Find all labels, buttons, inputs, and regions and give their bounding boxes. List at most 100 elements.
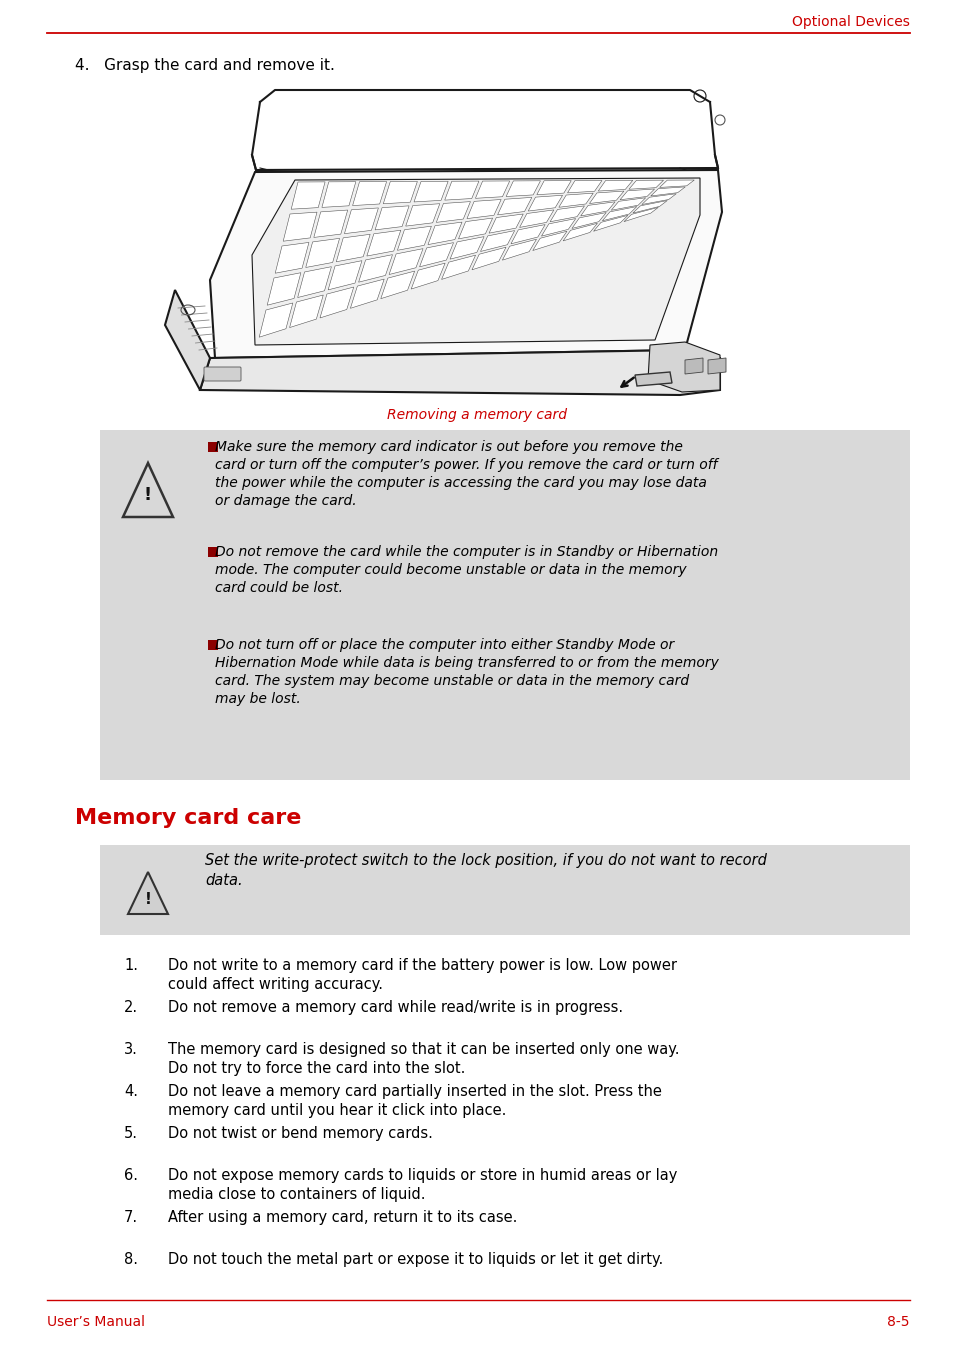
Text: 4.   Grasp the card and remove it.: 4. Grasp the card and remove it. — [75, 58, 335, 73]
Polygon shape — [321, 182, 355, 208]
Polygon shape — [450, 236, 483, 259]
Polygon shape — [344, 208, 378, 234]
Polygon shape — [414, 181, 448, 201]
Text: Do not touch the metal part or expose it to liquids or let it get dirty.: Do not touch the metal part or expose it… — [168, 1252, 662, 1267]
Polygon shape — [389, 249, 422, 274]
Polygon shape — [684, 358, 702, 374]
Text: Do not remove the card while the computer is in Standby or Hibernation
mode. The: Do not remove the card while the compute… — [214, 544, 718, 594]
Polygon shape — [593, 215, 627, 231]
Polygon shape — [441, 255, 476, 280]
Text: Do not twist or bend memory cards.: Do not twist or bend memory cards. — [168, 1125, 433, 1142]
Polygon shape — [428, 222, 461, 245]
Polygon shape — [283, 212, 316, 242]
Text: Set the write-protect switch to the lock position, if you do not want to record
: Set the write-protect switch to the lock… — [205, 852, 766, 888]
Polygon shape — [598, 180, 632, 190]
Polygon shape — [290, 295, 323, 327]
Polygon shape — [123, 463, 172, 517]
Polygon shape — [611, 197, 645, 211]
Text: 6.: 6. — [124, 1169, 138, 1183]
Polygon shape — [314, 209, 347, 238]
Text: !: ! — [145, 892, 152, 907]
Bar — [100, 844, 909, 935]
Bar — [208, 640, 218, 650]
Text: Memory card care: Memory card care — [75, 808, 301, 828]
Polygon shape — [580, 201, 615, 216]
Polygon shape — [601, 207, 637, 220]
Polygon shape — [165, 290, 210, 390]
Polygon shape — [458, 218, 492, 239]
Polygon shape — [528, 196, 562, 211]
Bar — [208, 547, 218, 557]
Polygon shape — [274, 242, 309, 273]
Polygon shape — [405, 204, 439, 226]
Polygon shape — [589, 190, 623, 204]
Text: 3.: 3. — [124, 1042, 138, 1056]
Polygon shape — [336, 234, 370, 262]
Polygon shape — [466, 200, 500, 219]
Polygon shape — [259, 303, 293, 338]
Bar — [100, 430, 909, 780]
Text: Do not expose memory cards to liquids or store in humid areas or lay
media close: Do not expose memory cards to liquids or… — [168, 1169, 677, 1202]
Text: 4.: 4. — [124, 1084, 138, 1098]
Polygon shape — [328, 261, 361, 290]
Polygon shape — [475, 181, 509, 199]
Text: 5.: 5. — [124, 1125, 138, 1142]
Polygon shape — [472, 247, 505, 270]
Text: User’s Manual: User’s Manual — [47, 1315, 145, 1329]
Polygon shape — [511, 224, 544, 243]
Polygon shape — [502, 239, 536, 261]
Polygon shape — [358, 254, 392, 282]
Polygon shape — [650, 186, 684, 196]
Polygon shape — [200, 350, 720, 394]
Polygon shape — [567, 181, 601, 193]
Text: Do not leave a memory card partially inserted in the slot. Press the
memory card: Do not leave a memory card partially ins… — [168, 1084, 661, 1119]
Polygon shape — [659, 180, 694, 188]
Text: Do not turn off or place the computer into either Standby Mode or
Hibernation Mo: Do not turn off or place the computer in… — [214, 638, 719, 705]
Text: 1.: 1. — [124, 958, 138, 973]
Text: !: ! — [144, 486, 152, 504]
Polygon shape — [550, 205, 584, 222]
Polygon shape — [619, 189, 654, 200]
Polygon shape — [383, 181, 417, 204]
Text: 7.: 7. — [124, 1210, 138, 1225]
Text: Optional Devices: Optional Devices — [791, 15, 909, 28]
Polygon shape — [353, 181, 386, 205]
Polygon shape — [350, 280, 384, 308]
Polygon shape — [210, 170, 721, 358]
Text: After using a memory card, return it to its case.: After using a memory card, return it to … — [168, 1210, 517, 1225]
Polygon shape — [623, 207, 658, 222]
Text: Make sure the memory card indicator is out before you remove the
card or turn of: Make sure the memory card indicator is o… — [214, 440, 717, 508]
Polygon shape — [319, 286, 354, 317]
Text: Do not write to a memory card if the battery power is low. Low power
could affec: Do not write to a memory card if the bat… — [168, 958, 677, 992]
Polygon shape — [380, 272, 415, 299]
Polygon shape — [537, 181, 571, 195]
Polygon shape — [305, 238, 339, 267]
Polygon shape — [267, 273, 300, 305]
Text: Do not remove a memory card while read/write is in progress.: Do not remove a memory card while read/w… — [168, 1000, 622, 1015]
Polygon shape — [489, 213, 522, 234]
Polygon shape — [506, 181, 540, 196]
Text: 8.: 8. — [124, 1252, 138, 1267]
Polygon shape — [532, 231, 566, 250]
Text: The memory card is designed so that it can be inserted only one way.
Do not try : The memory card is designed so that it c… — [168, 1042, 679, 1077]
Polygon shape — [572, 212, 605, 228]
Bar — [208, 442, 218, 453]
Text: Removing a memory card: Removing a memory card — [387, 408, 566, 422]
Polygon shape — [397, 226, 431, 250]
Polygon shape — [297, 266, 331, 297]
Polygon shape — [707, 358, 725, 374]
Polygon shape — [558, 193, 593, 207]
Polygon shape — [628, 180, 663, 189]
Polygon shape — [519, 209, 554, 227]
Text: 2.: 2. — [124, 1000, 138, 1015]
Polygon shape — [480, 231, 514, 251]
Polygon shape — [375, 205, 409, 230]
Polygon shape — [419, 243, 453, 266]
Polygon shape — [562, 223, 597, 240]
Polygon shape — [444, 181, 478, 200]
Text: 8-5: 8-5 — [886, 1315, 909, 1329]
Polygon shape — [641, 193, 676, 204]
FancyBboxPatch shape — [204, 367, 241, 381]
Polygon shape — [632, 200, 667, 213]
Polygon shape — [128, 871, 168, 915]
